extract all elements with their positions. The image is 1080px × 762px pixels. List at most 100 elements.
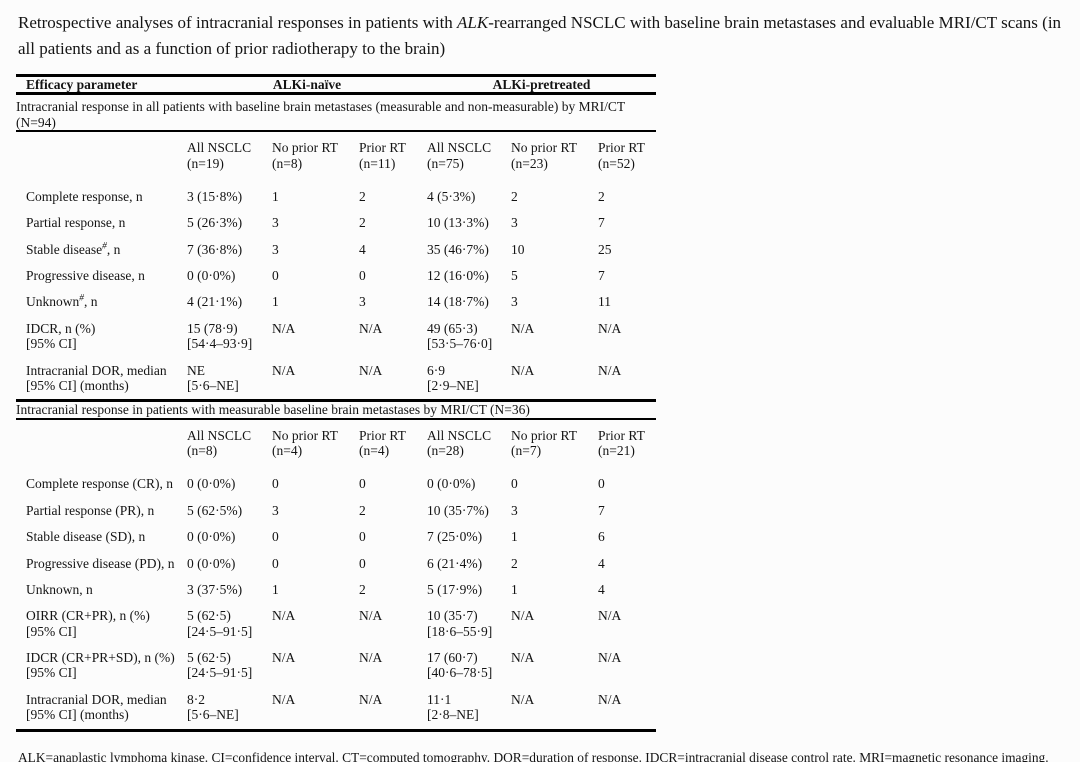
data-cell: N/A — [511, 650, 535, 665]
data-cell: 2 — [359, 581, 366, 597]
table-row: Progressive disease (PD), n 0 (0·0%) 0 0 6 (… — [16, 551, 656, 577]
column-subheader: No prior RT (n=8) — [272, 140, 338, 171]
table-row: Partial response, n 5 (26·3%) 3 2 10 (13·3%)… — [16, 210, 656, 236]
data-cell: 7 (25·0%) — [427, 529, 483, 545]
column-header-efficacy-parameter: Efficacy parameter — [16, 75, 187, 96]
data-cell: 2 — [359, 188, 366, 204]
section-row: Intracranial response in all patients wi… — [16, 93, 657, 133]
data-cell: 10 (35·7%) — [427, 502, 489, 518]
column-subheader: Prior RT (n=4) — [359, 427, 406, 458]
caption-gene-italic: ALK — [457, 13, 489, 32]
data-cell: N/A — [359, 686, 428, 732]
table-row: Stable disease (SD), n 0 (0·0%) 0 0 7 (25·0%… — [16, 524, 656, 550]
row-label: Progressive disease (PD), n — [26, 555, 175, 571]
column-subheader: All NSCLC (n=19) — [187, 140, 252, 171]
table-row: Intracranial DOR, median [95% CI] (month… — [16, 357, 657, 403]
data-cell: 3 — [511, 215, 518, 231]
data-cell: 0 — [511, 476, 518, 492]
column-subheader: All NSCLC (n=28) — [427, 427, 492, 458]
data-cell: 49 (65·3) [53·5–76·0] — [427, 320, 493, 352]
row-label-text: , n — [106, 241, 121, 257]
row-label: Stable disease (SD), n — [26, 529, 146, 545]
data-cell: 0 — [272, 555, 279, 571]
footnote-marker: # — [79, 293, 84, 304]
data-cell: 0 — [359, 529, 366, 545]
table-row: Partial response (PR), n 5 (62·5%) 3 2 10 (3… — [16, 498, 656, 524]
data-cell: 0 — [359, 476, 366, 492]
data-cell: 5 — [511, 268, 518, 283]
data-cell: N/A — [272, 608, 296, 624]
row-label: IDCR, n (%) [95% CI] — [26, 320, 96, 352]
data-cell: N/A — [598, 650, 622, 665]
table-row: OIRR (CR+PR), n (%) [95% CI] 5 (62·5) [24… — [16, 603, 656, 645]
data-cell: N/A — [359, 357, 428, 403]
data-cell: N/A — [598, 608, 622, 624]
data-cell: 1 — [272, 294, 279, 310]
data-cell: 0 — [359, 555, 366, 571]
data-cell: 12 (16·0%) — [427, 268, 489, 283]
column-subheader-row: All NSCLC (n=8) No prior RT (n=4) Prior RT… — [16, 419, 656, 472]
data-cell: 7 — [598, 215, 605, 231]
data-cell: 0 (0·0%) — [187, 476, 236, 492]
data-cell: N/A — [272, 357, 359, 403]
data-cell: 6 (21·4%) — [427, 555, 483, 571]
data-cell: 0 (0·0%) — [187, 529, 236, 545]
data-cell: 10 — [511, 241, 525, 257]
data-cell: 0 — [272, 476, 279, 492]
group-header-alki-pretreated: ALKi-pretreated — [427, 75, 657, 96]
data-cell: 0 (0·0%) — [187, 268, 236, 283]
data-cell: 0 — [272, 268, 279, 283]
column-subheader: Prior RT (n=11) — [359, 140, 406, 171]
data-cell: 15 (78·9) [54·4–93·9] — [187, 320, 253, 352]
table-row: Progressive disease, n 0 (0·0%) 0 0 12 (16·0… — [16, 263, 656, 289]
data-cell: 1 — [272, 581, 279, 597]
data-cell: 3 — [272, 241, 279, 257]
data-cell: 3 — [272, 215, 279, 231]
table-row: Complete response (CR), n 0 (0·0%) 0 0 0 (0·… — [16, 471, 656, 497]
column-subheader: All NSCLC (n=8) — [187, 427, 252, 458]
data-cell: 0 (0·0%) — [427, 476, 476, 492]
data-cell: 3 — [359, 294, 366, 310]
data-cell: 4 (21·1%) — [187, 294, 243, 310]
column-subheader: No prior RT (n=23) — [511, 140, 577, 171]
data-cell: N/A — [511, 686, 599, 732]
data-cell: 10 (13·3%) — [427, 215, 489, 231]
data-cell: 1 — [511, 581, 518, 597]
data-cell: 14 (18·7%) — [427, 294, 489, 310]
row-label: Stable disease#, n — [16, 237, 187, 263]
data-cell: 3 — [511, 294, 518, 310]
row-label: Progressive disease, n — [26, 268, 145, 283]
data-cell: N/A — [511, 320, 535, 336]
data-cell: 5 (62·5%) — [187, 502, 243, 518]
table-head: Efficacy parameter ALKi-naïve ALKi-pretr… — [16, 75, 657, 96]
data-cell: NE [5·6–NE] — [187, 357, 272, 403]
row-label: IDCR (CR+PR+SD), n (%) [95% CI] — [26, 650, 175, 681]
data-cell: 8·2 [5·6–NE] — [187, 686, 272, 732]
data-cell: N/A — [511, 357, 599, 403]
row-label-text: , n — [84, 294, 98, 310]
section-header: Intracranial response in patients with m… — [16, 400, 657, 420]
data-cell: 7 (36·8%) — [187, 241, 243, 257]
table-row: Unknown, n 3 (37·5%) 1 2 5 (17·9%) 1 4 — [16, 577, 656, 603]
efficacy-table: Efficacy parameter ALKi-naïve ALKi-pretr… — [16, 74, 657, 732]
data-cell: 1 — [511, 529, 518, 545]
table-row: IDCR, n (%) [95% CI] 15 (78·9) [54·4–93·9… — [16, 316, 656, 358]
table-caption: Retrospective analyses of intracranial r… — [18, 10, 1066, 61]
data-cell: 3 (15·8%) — [187, 188, 243, 204]
data-cell: N/A — [359, 650, 383, 665]
section-header: Intracranial response in all patients wi… — [16, 93, 657, 133]
data-cell: 3 — [272, 502, 279, 518]
row-label: Partial response, n — [26, 215, 126, 231]
caption-text-pre: Retrospective analyses of intracranial r… — [18, 13, 458, 32]
data-cell: N/A — [511, 608, 535, 624]
data-cell: N/A — [272, 650, 296, 665]
data-cell: 4 (5·3%) — [427, 188, 476, 204]
data-cell: 5 (26·3%) — [187, 215, 243, 231]
row-label: OIRR (CR+PR), n (%) [95% CI] — [26, 608, 150, 639]
column-subheader: Prior RT (n=21) — [598, 427, 645, 458]
data-cell: 6·9 [2·9–NE] — [427, 357, 512, 403]
data-cell: 4 — [598, 581, 605, 597]
data-cell: 10 (35·7) [18·6–55·9] — [427, 608, 493, 639]
data-cell: 3 — [511, 502, 518, 518]
